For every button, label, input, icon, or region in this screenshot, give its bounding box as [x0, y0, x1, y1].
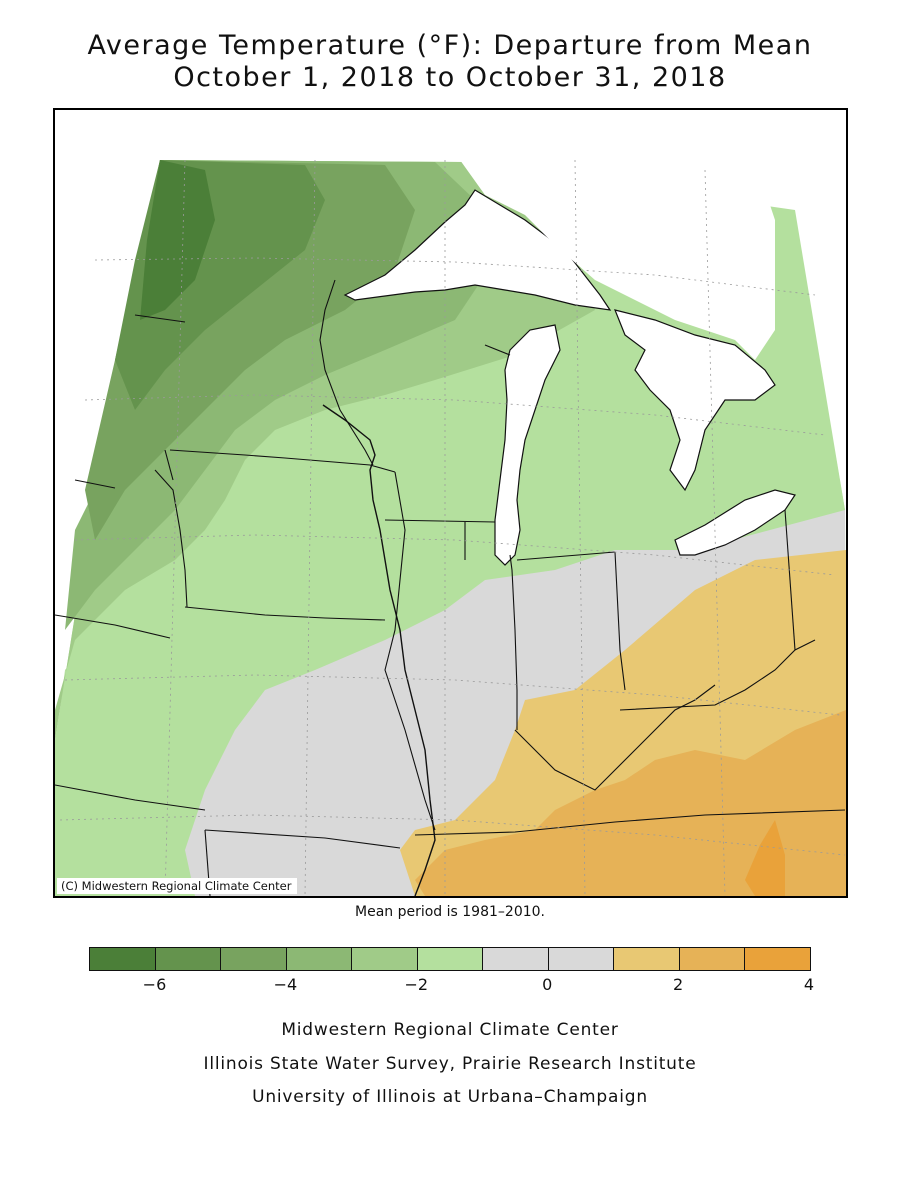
map-frame: (C) Midwestern Regional Climate Center [53, 108, 848, 898]
legend-swatch [286, 948, 353, 970]
legend-swatch [155, 948, 222, 970]
footer-org: Midwestern Regional Climate Center [281, 1020, 619, 1040]
copyright-label: (C) Midwestern Regional Climate Center [57, 878, 298, 894]
legend-swatch [90, 948, 156, 970]
mississippi-river [322, 404, 436, 896]
mean-period-note: Mean period is 1981–2010. [355, 904, 545, 920]
ontario-region [460, 160, 775, 360]
legend-swatch [221, 948, 287, 970]
state-borders [55, 279, 846, 896]
footer-university: University of Illinois at Urbana–Champai… [252, 1087, 648, 1107]
legend-swatch [679, 948, 746, 970]
lake-huron [614, 309, 776, 492]
region-far-northwest [140, 160, 215, 320]
temperature-departure-map [55, 159, 846, 896]
region-tennessee-hotspot [745, 820, 785, 896]
color-legend [89, 947, 811, 971]
legend-swatch [352, 948, 418, 970]
legend-tick-label: 0 [542, 975, 553, 994]
map-subtitle: October 1, 2018 to October 31, 2018 [173, 62, 727, 93]
lake-michigan [494, 324, 561, 566]
legend-tick-label: 4 [803, 975, 815, 994]
map-title: Average Temperature (°F): Departure from… [87, 30, 813, 61]
footer-survey: Illinois State Water Survey, Prairie Res… [203, 1054, 697, 1074]
region-kentucky-south [415, 710, 846, 896]
legend-swatch [417, 948, 484, 970]
legend-swatch [614, 948, 680, 970]
legend-tick-label: −4 [273, 975, 298, 994]
legend-swatch [745, 948, 811, 970]
legend-bar [89, 947, 811, 971]
legend-swatch [483, 948, 549, 970]
graticule [59, 159, 846, 896]
legend-tick-label: −6 [142, 975, 167, 994]
legend-tick-label: 2 [672, 975, 684, 994]
legend-swatch [548, 948, 615, 970]
legend-tick-label: −2 [404, 975, 429, 994]
